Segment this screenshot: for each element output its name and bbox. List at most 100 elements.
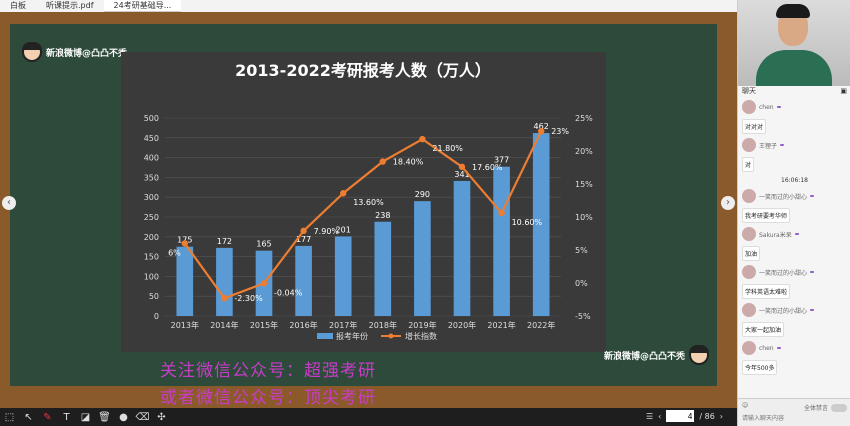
chart: 2013-2022考研报考人数（万人） 0 50 100 150 200 250 300 350… <box>144 61 593 341</box>
y-tick-right: 5% <box>575 246 588 255</box>
chat-message: 对对对 <box>742 119 767 134</box>
chat-message-header: Sakura米呆 <box>738 225 850 241</box>
user-badge <box>810 195 815 197</box>
bar-label: 290 <box>415 190 430 199</box>
delete-icon[interactable]: 🗑 <box>98 411 111 423</box>
y-tick-right: 0% <box>575 279 588 288</box>
x-tick: 2020年 <box>448 320 476 330</box>
prev-page-icon[interactable]: ‹ <box>658 411 662 421</box>
y-tick-left: 150 <box>144 253 159 262</box>
y-tick-left: 0 <box>154 312 159 321</box>
prev-slide-button[interactable]: ‹ <box>2 196 16 210</box>
chat-username: 一笑而过的小甜心 <box>759 307 808 315</box>
bar <box>414 201 431 316</box>
user-badge <box>776 106 781 108</box>
growth-label: 17.60% <box>472 163 503 172</box>
bar-label: 175 <box>177 236 192 245</box>
chat-timestamp: 16:06:18 <box>781 177 808 184</box>
next-page-icon[interactable]: › <box>719 411 723 421</box>
y-tick-right: 10% <box>575 213 593 222</box>
bar-label: 462 <box>534 122 549 131</box>
chat-message-header: 王狸子 <box>738 136 850 152</box>
laser-icon[interactable]: ● <box>119 411 128 423</box>
slide: 2013-2022考研报考人数（万人） 0 50 100 150 200 250 300 350… <box>121 52 606 352</box>
weibo-handle-bottom: 新浪微博@凸凸不秃 <box>604 351 686 362</box>
y-tick-left: 50 <box>149 292 159 301</box>
weibo-handle: 新浪微博@凸凸不秃 <box>46 48 128 59</box>
avatar <box>742 303 756 317</box>
bar-label: 377 <box>494 156 509 165</box>
y-tick-left: 500 <box>144 114 159 123</box>
select-icon[interactable]: ⬚ <box>4 411 15 423</box>
bar-label: 201 <box>336 225 351 234</box>
chat-header: 聊天 ▣ <box>738 86 850 96</box>
y-tick-left: 450 <box>144 134 159 143</box>
chat-username: Sakura米呆 <box>759 231 792 239</box>
mute-all-label: 全体禁言 <box>803 405 828 412</box>
bar <box>532 133 550 316</box>
user-badge <box>780 144 785 146</box>
chat-message: 今年500多 <box>742 360 778 375</box>
avatar <box>742 100 756 114</box>
page-number-input[interactable] <box>666 410 695 422</box>
tab-lecture-notes[interactable]: 听课提示.pdf <box>46 1 94 10</box>
growth-label: 18.40% <box>393 158 424 167</box>
y-tick-left: 100 <box>144 272 159 281</box>
bar-label: 238 <box>375 211 390 220</box>
bar-label: 165 <box>256 240 271 249</box>
tab-whiteboard[interactable]: 白板 <box>10 1 26 10</box>
teacher-hair <box>776 4 810 18</box>
avatar <box>742 227 756 241</box>
tab-slides[interactable]: 24考研基础导... <box>103 0 182 12</box>
page-total: / 86 <box>699 411 715 421</box>
user-badge <box>810 271 815 273</box>
growth-point <box>181 240 188 247</box>
collapse-icon[interactable]: ▣ <box>840 87 847 95</box>
watermark-line-2: 或者微信公众号：顶尖考研 <box>160 388 376 408</box>
pager: ☰ ‹ / 86 › <box>646 410 723 422</box>
chat-list: chen 对对对 王狸子对 16:06:18 一笑而过的小甜心 我考研要考华师 Sakura… <box>738 98 850 398</box>
chat-message: 加油 <box>742 246 761 261</box>
shape-icon[interactable]: ◪ <box>80 411 91 423</box>
y-tick-left: 350 <box>144 173 159 182</box>
weibo-logo-bottom: 新浪微博@凸凸不秃 <box>604 345 710 365</box>
more-tools-icon[interactable]: ✣ <box>157 411 166 423</box>
y-tick-left: 300 <box>144 193 159 202</box>
pen-icon[interactable]: ✎ <box>43 411 52 423</box>
growth-label: 21.80% <box>432 144 463 153</box>
growth-point <box>538 128 545 135</box>
weibo-logo-top: 新浪微博@凸凸不秃 <box>22 42 127 62</box>
avatar <box>742 189 756 203</box>
layers-icon[interactable]: ☰ <box>646 411 654 421</box>
chat-footer: ☺ 全体禁言 <box>738 398 850 426</box>
avatar <box>742 341 756 355</box>
mascot-icon-bottom <box>689 345 710 365</box>
chat-username: chen <box>759 103 774 111</box>
chat-message: 大家一起加油 <box>742 322 785 337</box>
y-tick-right: 20% <box>575 147 593 156</box>
pointer-icon[interactable]: ↖ <box>24 411 33 423</box>
user-badge <box>810 309 815 311</box>
avatar <box>742 265 756 279</box>
next-slide-button[interactable]: › <box>721 196 735 210</box>
growth-label: -2.30% <box>234 294 263 303</box>
growth-point <box>379 158 386 165</box>
chat-input[interactable] <box>742 414 847 424</box>
chat-message: 对 <box>742 157 755 172</box>
emoji-icon[interactable]: ☺ <box>742 402 749 409</box>
bar <box>295 245 312 316</box>
avatar <box>742 138 756 152</box>
eraser-icon[interactable]: ⌫ <box>135 411 150 423</box>
legend-line-marker <box>388 333 394 339</box>
watermark-line-1: 关注微信公众号：超强考研 <box>160 361 376 381</box>
growth-line <box>183 130 543 300</box>
text-icon[interactable]: T <box>63 411 70 423</box>
user-badge <box>794 233 799 235</box>
bar <box>374 221 392 316</box>
sidebar: 聊天 ▣ chen 对对对 王狸子对 16:06:18 一笑而过的小甜心 我考研要考华师 S… <box>737 0 850 426</box>
growth-label: 10.60% <box>512 218 543 227</box>
chat-message: 学科英语太难啦 <box>742 284 791 299</box>
chat-message-header: 一笑而过的小甜心 <box>738 187 850 203</box>
chat-username: chen <box>759 344 774 352</box>
mute-all-toggle[interactable] <box>831 403 847 412</box>
